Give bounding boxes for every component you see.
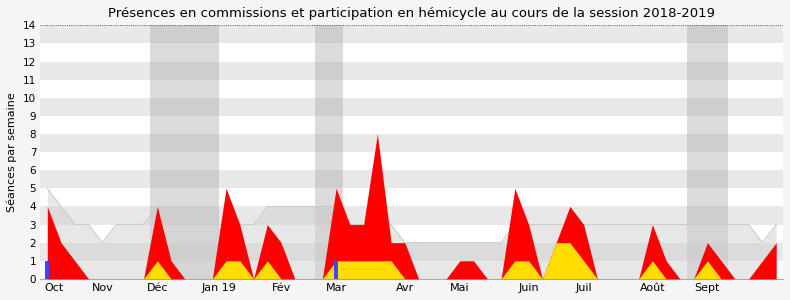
Bar	[40, 224, 783, 243]
Bar	[40, 170, 783, 188]
Bar	[687, 25, 728, 279]
Bar	[40, 25, 783, 44]
Bar	[40, 188, 783, 206]
Bar	[315, 25, 343, 279]
Y-axis label: Séances par semaine: Séances par semaine	[7, 92, 17, 212]
Bar	[40, 206, 783, 224]
Title: Présences en commissions et participation en hémicycle au cours de la session 20: Présences en commissions et participatio…	[108, 7, 715, 20]
Bar	[40, 98, 783, 116]
Bar	[40, 243, 783, 261]
Bar	[40, 261, 783, 279]
Bar	[40, 80, 783, 98]
Bar	[334, 261, 338, 279]
Bar	[40, 152, 783, 170]
Bar	[40, 44, 783, 62]
Bar	[40, 61, 783, 80]
Bar	[150, 25, 219, 279]
Bar	[40, 116, 783, 134]
Bar	[45, 261, 49, 279]
Bar	[40, 134, 783, 152]
